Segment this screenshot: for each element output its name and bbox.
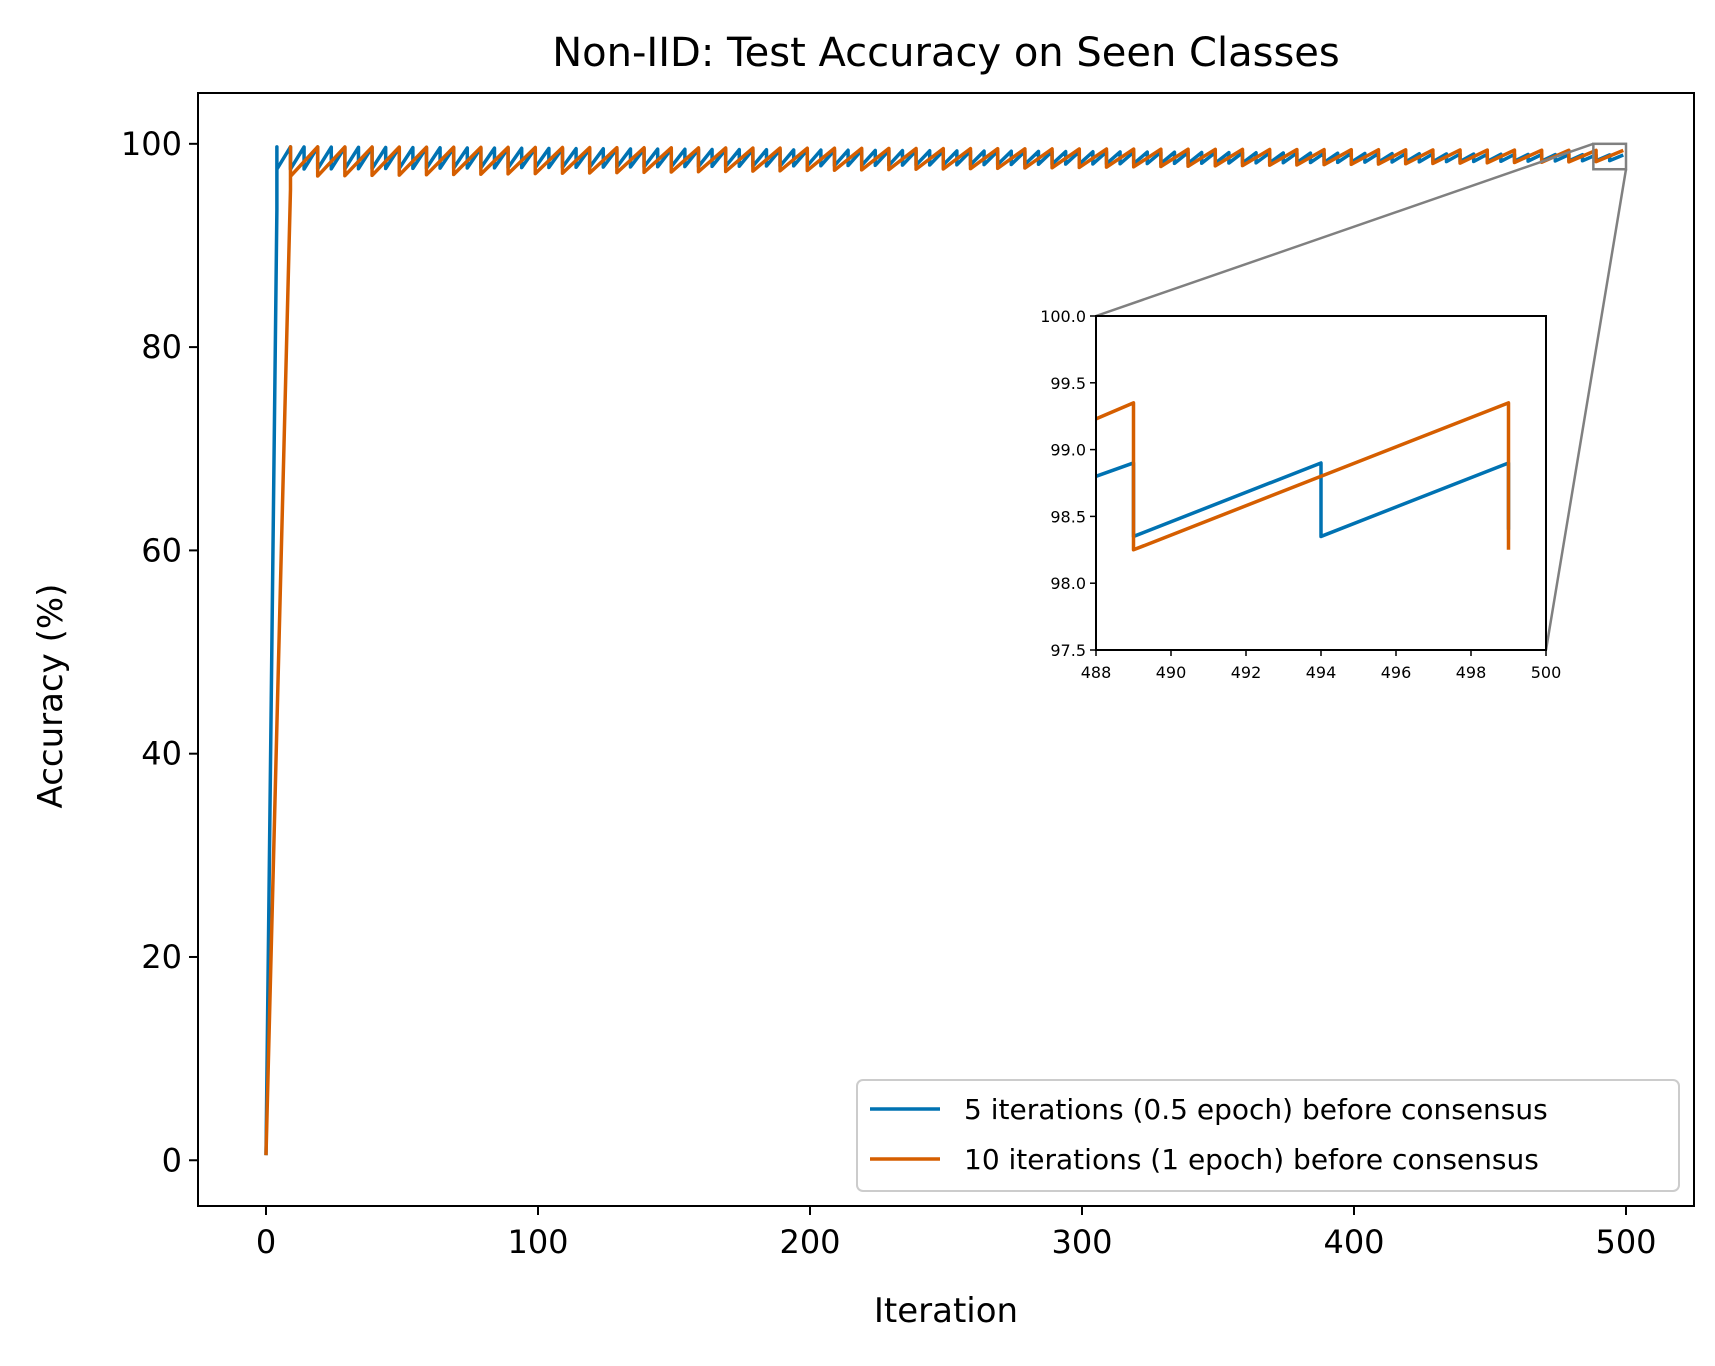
y-tick-label: 100: [121, 125, 182, 163]
x-tick-label: 200: [779, 1223, 840, 1261]
main-lines: [264, 145, 1624, 1156]
y-tick-label: 40: [141, 735, 182, 773]
series-line-2: [264, 145, 1624, 1156]
x-tick-label: 300: [1051, 1223, 1112, 1261]
inset-x-tick-label: 496: [1381, 663, 1412, 682]
inset-x-tick-label: 498: [1456, 663, 1487, 682]
main-ticks: 0 100 200 300 400 500 0 20 40 60 80 100: [121, 125, 1657, 1261]
y-tick-label: 60: [141, 531, 182, 569]
x-tick-label: 500: [1595, 1223, 1656, 1261]
zoom-connector-top: [1095, 142, 1594, 318]
inset-series-line-2: [1095, 401, 1511, 552]
zoom-region-box: [1592, 142, 1628, 171]
inset-y-tick-label: 100.0: [1040, 307, 1086, 326]
inset-y-tick-label: 99.5: [1050, 374, 1086, 393]
inset-x-tick-label: 492: [1231, 663, 1262, 682]
y-tick-label: 20: [141, 938, 182, 976]
zoom-indicator: [1095, 142, 1628, 651]
inset-y-tick-label: 99.0: [1050, 441, 1086, 460]
inset-y-tick-label: 98.0: [1050, 574, 1086, 593]
inset-x-tick-label: 488: [1081, 663, 1112, 682]
inset-x-tick-label: 490: [1156, 663, 1187, 682]
y-tick-label: 0: [162, 1141, 182, 1179]
x-tick-label: 0: [256, 1223, 276, 1261]
zoom-connector-bottom: [1544, 169, 1628, 651]
legend-label-1: 5 iterations (0.5 epoch) before consensu…: [964, 1093, 1548, 1126]
inset-y-tick-label: 97.5: [1050, 641, 1086, 660]
x-tick-label: 100: [507, 1223, 568, 1261]
x-axis-label: Iteration: [874, 1291, 1018, 1331]
inset-chart: 488 490 492 494 496 498 500 97.5 98.0 98.5 99.0 99.…: [1040, 307, 1561, 682]
legend-box: [856, 1079, 1680, 1192]
x-tick-label: 400: [1323, 1223, 1384, 1261]
chart-title: Non-IID: Test Accuracy on Seen Classes: [552, 30, 1339, 76]
plot-frame: [197, 92, 1695, 1207]
inset-x-tick-label: 494: [1306, 663, 1337, 682]
legend-label-2: 10 iterations (1 epoch) before consensus: [964, 1143, 1539, 1176]
legend: 5 iterations (0.5 epoch) before consensu…: [856, 1079, 1680, 1192]
inset-y-tick-label: 98.5: [1050, 507, 1086, 526]
inset-x-tick-label: 500: [1531, 663, 1562, 682]
y-axis-label: Accuracy (%): [31, 584, 71, 809]
y-tick-label: 80: [141, 328, 182, 366]
